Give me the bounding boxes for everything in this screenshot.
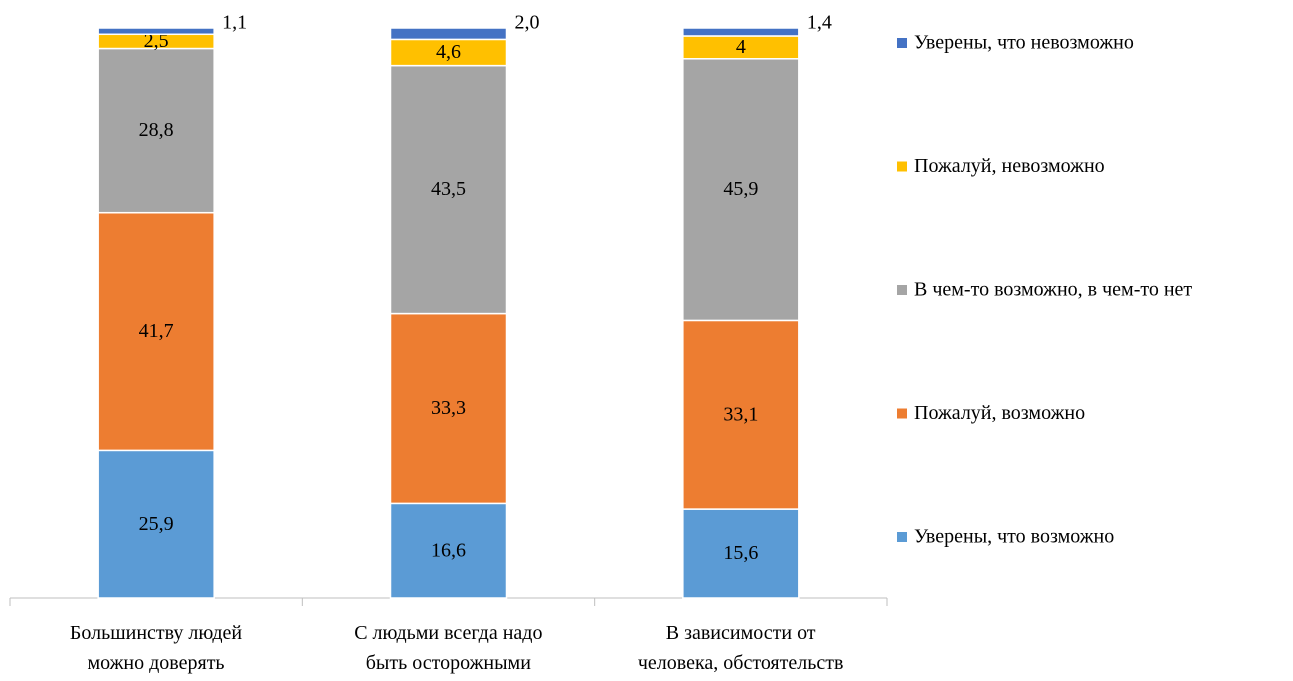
x-tick-label: С людьми всегда надо быть осторожными [354,622,543,674]
bar-segment [97,449,215,599]
data-label: 45,9 [723,178,758,200]
data-label: 28,8 [139,119,174,141]
data-label: 1,4 [807,12,832,34]
bar-segment [682,27,800,37]
bar-segment [389,312,508,505]
legend-swatch [897,38,907,48]
bar-segment [682,508,800,599]
bar-segment [682,319,800,510]
legend-swatch [897,408,907,419]
legend-label: В чем-то возможно, в чем-то нет [914,279,1192,301]
x-tick-label: В зависимости от человека, обстоятельств [637,622,844,674]
data-label: 2,5 [144,30,169,52]
data-label: 4,6 [436,41,461,63]
legend-label: Уверены, что невозможно [914,32,1134,54]
x-tick-label: Большинству людей можно доверять [69,622,243,674]
bar-segment [97,211,215,452]
legend-label: Пожалуй, невозможно [914,155,1105,177]
bar-segment [389,27,508,41]
data-label: 41,7 [139,320,174,342]
data-label: 1,1 [222,12,247,34]
legend-swatch [897,532,907,542]
data-label: 33,3 [431,397,466,419]
legend-label: Пожалуй, возможно [914,402,1085,424]
data-label: 25,9 [139,513,174,535]
legend-swatch [897,285,907,295]
data-label: 2,0 [515,12,540,34]
data-label: 16,6 [431,539,466,561]
data-label: 4 [736,36,746,58]
data-label: 33,1 [723,403,758,425]
data-label: 43,5 [431,178,466,200]
bar-segment [389,64,508,315]
data-label: 15,6 [723,542,758,564]
bar-segment [682,58,800,322]
bar-segment [389,502,508,599]
bar-segment [389,38,508,67]
legend-swatch [897,161,907,172]
bar-segment [97,27,215,36]
legend-label: Уверены, что возможно [914,526,1114,548]
